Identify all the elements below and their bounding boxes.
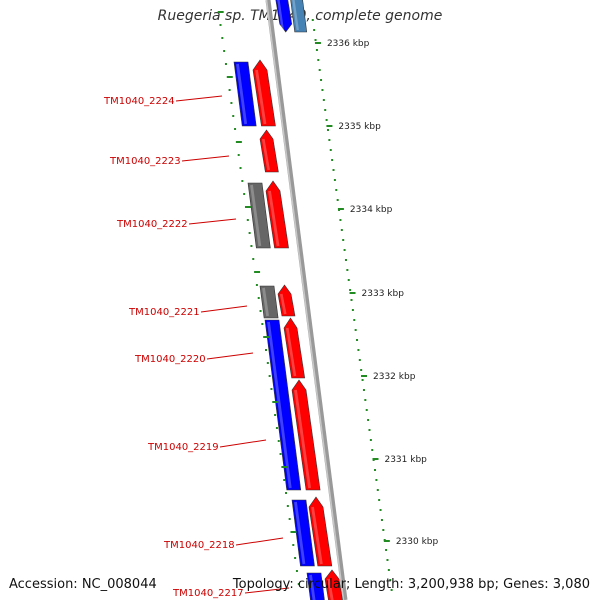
ruler-tick-label: 2334 kbp <box>350 205 393 215</box>
cds-tm1040-2222 <box>247 182 271 249</box>
gene-label: TM1040_2217 <box>172 588 244 599</box>
cds-tm1040-2224 <box>233 61 257 127</box>
gene-tm1040-2217 <box>324 569 343 600</box>
gene-label-leader <box>235 537 284 546</box>
gene-label: TM1040_2221 <box>128 307 200 318</box>
gene-partial-top-shine <box>292 0 299 31</box>
cds-tm1040-2221 <box>259 285 279 319</box>
cds-tm1040-2219 <box>264 319 302 491</box>
accession-label: Accession: NC_008044 <box>9 577 157 592</box>
gene-label-leader <box>175 95 223 102</box>
gene-label-leader <box>181 155 230 162</box>
gene-tm1040-2217-shine <box>327 578 334 600</box>
gene-label-leader <box>188 218 237 225</box>
gene-label: TM1040_2223 <box>109 156 181 167</box>
gene-label-leader <box>200 305 248 313</box>
gene-label: TM1040_2219 <box>147 442 219 453</box>
gene-tm1040-2222-shine <box>268 190 280 247</box>
gene-tm1040-2218-shine <box>311 506 323 565</box>
gene-partial-top <box>290 0 308 33</box>
ruler-tick-label: 2333 kbp <box>362 289 405 299</box>
cds-tm1040-2218-shine <box>294 501 306 565</box>
genome-backbone-highlight <box>265 0 345 600</box>
ruler-tick-label: 2336 kbp <box>327 39 370 49</box>
gene-label: TM1040_2224 <box>103 96 175 107</box>
cds-partial-top-shine <box>277 0 284 31</box>
gene-tm1040-2219-shine <box>294 389 311 489</box>
gene-tm1040-2223-shine <box>261 138 270 171</box>
cds-tm1040-2222-shine <box>250 184 262 247</box>
cds-tm1040-2219-shine <box>267 321 292 489</box>
cds-tm1040-2221-shine <box>262 287 269 317</box>
gene-tm1040-2220 <box>283 317 306 379</box>
gene-tm1040-2222 <box>265 180 289 249</box>
ruler-tick-label: 2332 kbp <box>373 372 416 382</box>
genome-summary-label: Topology: circular; Length: 3,200,938 bp… <box>232 577 590 592</box>
cds-tm1040-2217-shine <box>309 574 316 600</box>
gene-label-leader <box>219 439 267 448</box>
cds-tm1040-2217 <box>306 572 325 600</box>
gene-tm1040-2220-shine <box>285 327 297 377</box>
gene-tm1040-2224-shine <box>255 69 267 125</box>
cds-tm1040-2218 <box>291 499 315 567</box>
ruler-tick-label: 2330 kbp <box>396 537 439 547</box>
gene-tm1040-2221 <box>277 284 296 317</box>
gene-tm1040-2224 <box>252 59 276 127</box>
gene-label: TM1040_2222 <box>116 219 188 230</box>
cds-partial-top <box>275 0 293 33</box>
gene-label-leader <box>244 587 290 594</box>
ruler-tick-label: 2335 kbp <box>338 122 381 132</box>
gene-tm1040-2218 <box>308 496 333 567</box>
gene-label: TM1040_2220 <box>134 354 206 365</box>
genome-backbone <box>265 0 348 600</box>
gene-tm1040-2219 <box>291 379 321 491</box>
gene-label: TM1040_2218 <box>163 540 235 551</box>
cds-tm1040-2224-shine <box>236 63 248 125</box>
gene-label-leader <box>206 352 254 360</box>
gene-tm1040-2223 <box>259 129 279 173</box>
ruler-tick-label: 2331 kbp <box>384 455 427 465</box>
gene-tm1040-2221-shine <box>279 293 287 315</box>
